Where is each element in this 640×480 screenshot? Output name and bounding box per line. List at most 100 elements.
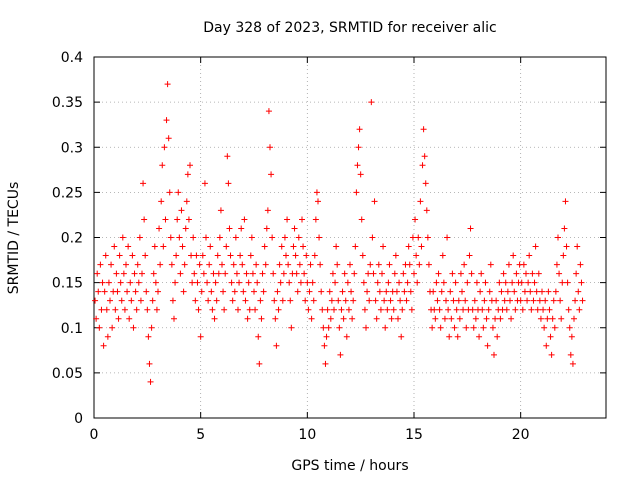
data-point <box>496 279 503 286</box>
data-point <box>252 306 259 313</box>
data-point <box>147 378 154 385</box>
data-point <box>503 306 510 313</box>
data-point <box>262 261 269 268</box>
data-point <box>229 297 236 304</box>
data-point <box>312 216 319 223</box>
data-point <box>551 324 558 331</box>
data-point <box>479 306 486 313</box>
data-point <box>254 279 261 286</box>
data-point <box>210 270 217 277</box>
data-point <box>299 216 305 223</box>
data-point <box>491 351 497 358</box>
data-point <box>302 297 309 304</box>
data-point <box>306 288 313 295</box>
data-point <box>247 252 254 259</box>
data-point <box>305 306 312 313</box>
y-tick-label: 0 <box>74 411 83 427</box>
data-point <box>446 333 453 340</box>
data-point <box>150 270 157 277</box>
data-point <box>547 333 554 340</box>
data-point <box>352 243 359 250</box>
data-point <box>148 324 155 331</box>
data-point <box>117 279 124 286</box>
data-point <box>188 252 195 259</box>
data-point <box>283 252 289 259</box>
data-point <box>409 234 416 241</box>
data-point <box>166 189 173 196</box>
data-point <box>453 306 460 313</box>
data-point <box>577 261 584 268</box>
data-point <box>390 306 397 313</box>
data-point <box>281 234 288 241</box>
data-point <box>404 279 411 286</box>
data-point <box>180 288 187 295</box>
data-point <box>224 153 231 160</box>
data-point <box>203 234 209 241</box>
data-point <box>179 243 186 250</box>
data-point <box>443 297 449 304</box>
data-point <box>425 261 432 268</box>
data-point <box>176 234 183 241</box>
data-point <box>190 234 197 241</box>
data-point <box>445 306 452 313</box>
data-point <box>550 297 557 304</box>
data-point <box>225 180 232 187</box>
data-point <box>543 342 550 349</box>
data-point <box>325 324 332 331</box>
data-point <box>285 261 292 268</box>
data-point <box>92 297 99 304</box>
data-point <box>119 234 126 241</box>
data-point <box>424 234 431 241</box>
x-tick-label: 15 <box>405 427 423 443</box>
data-point <box>574 243 581 250</box>
data-point <box>397 297 404 304</box>
data-point <box>553 261 560 268</box>
data-point <box>497 315 504 322</box>
data-point <box>391 270 398 277</box>
data-point <box>192 297 199 304</box>
data-point <box>98 306 105 313</box>
data-point <box>578 279 585 286</box>
data-point <box>571 315 577 322</box>
data-point <box>449 270 456 277</box>
data-point <box>559 279 566 286</box>
data-point <box>467 225 474 232</box>
data-point <box>189 279 196 286</box>
data-point <box>163 117 170 124</box>
data-point <box>342 297 349 304</box>
data-point <box>381 297 388 304</box>
data-point <box>165 135 172 142</box>
data-point <box>484 342 491 349</box>
data-point <box>167 234 174 241</box>
data-point <box>540 306 547 313</box>
data-point <box>114 288 121 295</box>
data-point <box>278 243 285 250</box>
data-point <box>489 324 496 331</box>
data-point <box>245 279 252 286</box>
data-point <box>174 216 181 223</box>
data-point <box>498 288 505 295</box>
data-point <box>535 270 542 277</box>
data-point <box>211 315 218 322</box>
data-point <box>258 315 265 322</box>
data-point <box>511 288 518 295</box>
data-point <box>164 81 171 88</box>
data-point <box>344 279 351 286</box>
data-point <box>435 270 442 277</box>
data-point <box>185 216 192 223</box>
data-point <box>242 297 249 304</box>
data-point <box>213 297 220 304</box>
data-point <box>373 315 380 322</box>
data-point <box>214 252 221 259</box>
data-point <box>195 306 202 313</box>
data-point <box>97 261 104 268</box>
data-point <box>508 315 515 322</box>
data-point <box>128 297 135 304</box>
data-point <box>181 261 188 268</box>
data-point <box>407 288 414 295</box>
data-point <box>444 234 451 241</box>
data-point <box>568 333 575 340</box>
data-point <box>542 297 549 304</box>
data-point <box>131 270 138 277</box>
data-point <box>517 297 524 304</box>
